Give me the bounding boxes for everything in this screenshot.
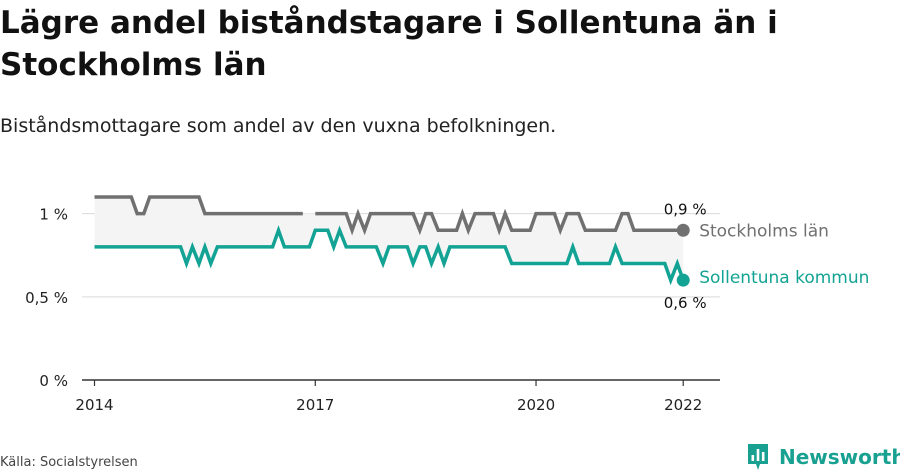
series-name-stockholm: Stockholms län [699, 221, 829, 241]
end-value-sollentuna: 0,6 % [664, 294, 707, 312]
x-tick-label: 2020 [517, 396, 555, 414]
difference-band [94, 197, 684, 281]
source-note: Källa: Socialstyrelsen [0, 455, 138, 470]
x-tick-label: 2022 [664, 396, 702, 414]
end-marker-sollentuna [676, 273, 690, 287]
bar-chart-icon [748, 444, 768, 470]
x-tick-label: 2017 [296, 396, 334, 414]
series-line-sollentuna [94, 225, 685, 286]
series-line-stockholm [94, 195, 684, 236]
band-area [94, 197, 684, 281]
y-tick-label: 0 % [39, 372, 68, 390]
end-labels: 0,9 % Stockholms län 0,6 % Sollentuna kommu… [664, 200, 870, 312]
x-tick-label: 2014 [75, 396, 113, 414]
series-name-sollentuna: Sollentuna kommun [699, 268, 869, 288]
end-value-stockholm: 0,9 % [664, 200, 707, 218]
end-marker-stockholm [676, 223, 690, 237]
y-tick-label: 1 % [39, 206, 68, 224]
y-tick-label: 0,5 % [25, 289, 68, 307]
brand-logo: Newsworthy [746, 442, 900, 472]
series-lines [94, 195, 685, 286]
axes: 0 % 0,5 % 1 % 2014 2017 2020 2022 [25, 206, 720, 414]
chart-subtitle: Biståndsmottagare som andel av den vuxna… [0, 115, 557, 137]
brand-name: Newsworthy [779, 445, 900, 469]
chart-title: Lägre andel biståndstagare i Sollentuna … [0, 5, 778, 83]
